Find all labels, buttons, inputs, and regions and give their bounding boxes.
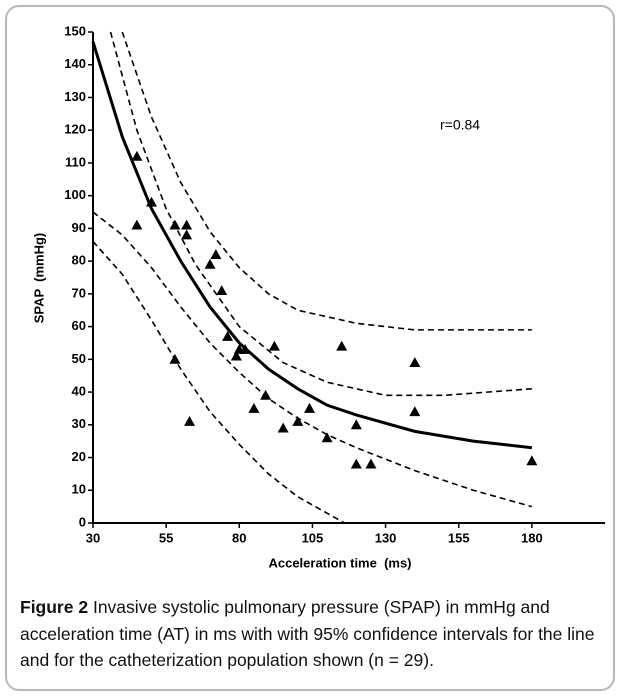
caption: Figure 2 Invasive systolic pulmonary pre… bbox=[20, 594, 610, 674]
data-point bbox=[260, 389, 272, 400]
x-tick-label: 80 bbox=[232, 530, 246, 545]
data-point bbox=[181, 219, 193, 230]
x-tick-label: 155 bbox=[448, 530, 470, 545]
y-tick-label: 70 bbox=[72, 285, 86, 300]
data-point bbox=[131, 219, 143, 230]
data-point bbox=[184, 416, 196, 426]
y-tick-label: 100 bbox=[64, 187, 86, 202]
y-tick-label: 120 bbox=[64, 122, 86, 137]
figure-frame bbox=[5, 5, 615, 691]
data-point bbox=[181, 229, 193, 240]
y-tick-label: 150 bbox=[64, 23, 86, 38]
x-tick-label: 130 bbox=[375, 530, 397, 545]
caption-label: Figure 2 bbox=[20, 597, 89, 617]
data-point bbox=[169, 219, 181, 230]
y-tick-label: 90 bbox=[72, 220, 86, 235]
y-tick-label: 60 bbox=[72, 318, 86, 333]
y-tick-label: 0 bbox=[79, 514, 86, 529]
y-tick-label: 140 bbox=[64, 56, 86, 71]
y-tick-label: 10 bbox=[72, 482, 86, 497]
x-tick-label: 55 bbox=[159, 530, 173, 545]
data-point bbox=[239, 344, 251, 354]
data-point bbox=[277, 422, 289, 433]
data-point bbox=[248, 402, 260, 413]
data-point bbox=[169, 353, 181, 364]
y-tick-label: 130 bbox=[64, 89, 86, 104]
data-point bbox=[526, 455, 538, 466]
data-point bbox=[336, 340, 348, 351]
y-tick-label: 20 bbox=[72, 449, 86, 464]
data-point bbox=[350, 419, 362, 430]
annotation: r=0.84 bbox=[440, 117, 480, 133]
data-point bbox=[216, 285, 228, 295]
data-point bbox=[292, 416, 304, 426]
data-point bbox=[365, 458, 377, 469]
data-point bbox=[210, 249, 222, 259]
y-tick-label: 110 bbox=[65, 154, 86, 169]
data-point bbox=[409, 406, 421, 417]
data-point bbox=[304, 402, 316, 413]
y-tick-label: 50 bbox=[72, 351, 86, 366]
confidence-line bbox=[121, 31, 532, 331]
data-point bbox=[222, 330, 234, 341]
data-point bbox=[350, 458, 362, 469]
x-tick-label: 105 bbox=[302, 530, 324, 545]
data-point bbox=[409, 357, 421, 368]
data-point bbox=[268, 340, 280, 351]
confidence-line bbox=[109, 31, 532, 397]
caption-text: Invasive systolic pulmonary pressure (SP… bbox=[20, 597, 595, 670]
x-tick-label: 30 bbox=[86, 530, 100, 545]
x-axis-label: Acceleration time (ms) bbox=[268, 555, 411, 570]
confidence-line bbox=[92, 240, 346, 524]
fit-line bbox=[91, 41, 533, 450]
confidence-line bbox=[92, 211, 533, 508]
data-point bbox=[204, 258, 216, 269]
y-tick-label: 40 bbox=[72, 384, 86, 399]
data-point bbox=[131, 150, 143, 161]
data-point bbox=[230, 350, 242, 361]
x-tick-label: 180 bbox=[521, 530, 543, 545]
y-tick-label: 80 bbox=[72, 253, 86, 268]
data-point bbox=[321, 432, 333, 443]
data-point bbox=[146, 196, 158, 207]
y-axis-label: SPAP (mmHg) bbox=[31, 233, 46, 324]
chart: SPAP (mmHg) Acceleration time (ms) r=0.8… bbox=[31, 23, 605, 570]
y-tick-label: 30 bbox=[72, 416, 86, 431]
